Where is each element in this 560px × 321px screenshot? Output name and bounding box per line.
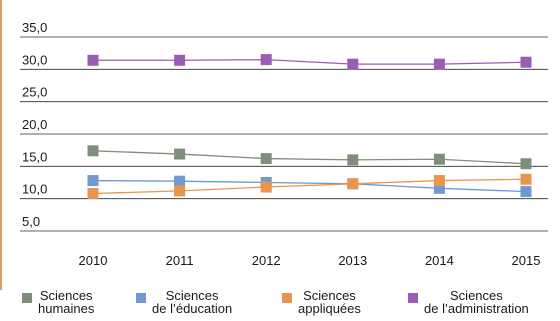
line-chart: 5,0 10,0 15,0 20,0 25,0 30,0 35,0 2010 2011 2012… <box>0 0 548 290</box>
legend-item-sciences-education: Sciences de l’éducation <box>136 289 232 315</box>
data-point <box>433 153 445 165</box>
data-point <box>260 181 272 193</box>
data-point <box>87 145 99 157</box>
data-point <box>174 185 186 197</box>
x-tick-label: 2015 <box>512 253 541 268</box>
data-point <box>347 58 359 70</box>
y-tick-label: 35,0 <box>22 20 47 35</box>
y-tick-label: 5,0 <box>22 214 40 229</box>
series-line <box>92 179 527 193</box>
series-line <box>92 178 527 195</box>
y-tick-label: 15,0 <box>22 149 47 164</box>
data-point <box>520 56 532 68</box>
data-point <box>260 153 272 165</box>
data-point <box>520 173 532 185</box>
y-tick-label: 10,0 <box>22 182 47 197</box>
x-tick-label: 2012 <box>252 253 281 268</box>
data-point <box>520 186 532 198</box>
legend-swatch <box>136 293 146 303</box>
data-point <box>433 58 445 70</box>
series-line <box>92 150 527 165</box>
legend-label: Sciences humaines <box>38 288 95 316</box>
data-point <box>174 148 186 160</box>
y-tick-label: 25,0 <box>22 85 47 100</box>
data-point <box>87 54 99 66</box>
data-point <box>87 175 99 187</box>
y-tick-label: 20,0 <box>22 117 47 132</box>
x-tick-label: 2011 <box>166 253 194 268</box>
y-tick-label: 30,0 <box>22 52 47 67</box>
data-point <box>260 54 272 66</box>
legend-item-sciences-appliquees: Sciences appliquées <box>282 289 361 315</box>
legend-swatch <box>282 293 292 303</box>
data-point <box>347 154 359 166</box>
data-point <box>520 158 532 170</box>
series-line <box>93 58 527 65</box>
x-tick-label: 2010 <box>79 253 108 268</box>
data-point <box>433 182 445 194</box>
legend-label: Sciences de l’éducation <box>152 288 233 316</box>
legend-item-sciences-administration: Sciences de l’administration <box>408 289 529 315</box>
data-point <box>174 54 186 66</box>
legend-label: Sciences appliquées <box>298 288 361 316</box>
data-point <box>174 175 186 187</box>
x-tick-label: 2014 <box>425 253 454 268</box>
legend: Sciences humaines Sciences de l’éducatio… <box>0 289 560 321</box>
x-tick-label: 2013 <box>338 253 367 268</box>
legend-item-sciences-humaines: Sciences humaines <box>22 289 94 315</box>
data-point <box>87 187 99 199</box>
legend-swatch <box>408 293 418 303</box>
legend-label: Sciences de l’administration <box>424 288 529 316</box>
data-point <box>433 175 445 187</box>
data-point <box>347 178 359 190</box>
legend-swatch <box>22 293 32 303</box>
